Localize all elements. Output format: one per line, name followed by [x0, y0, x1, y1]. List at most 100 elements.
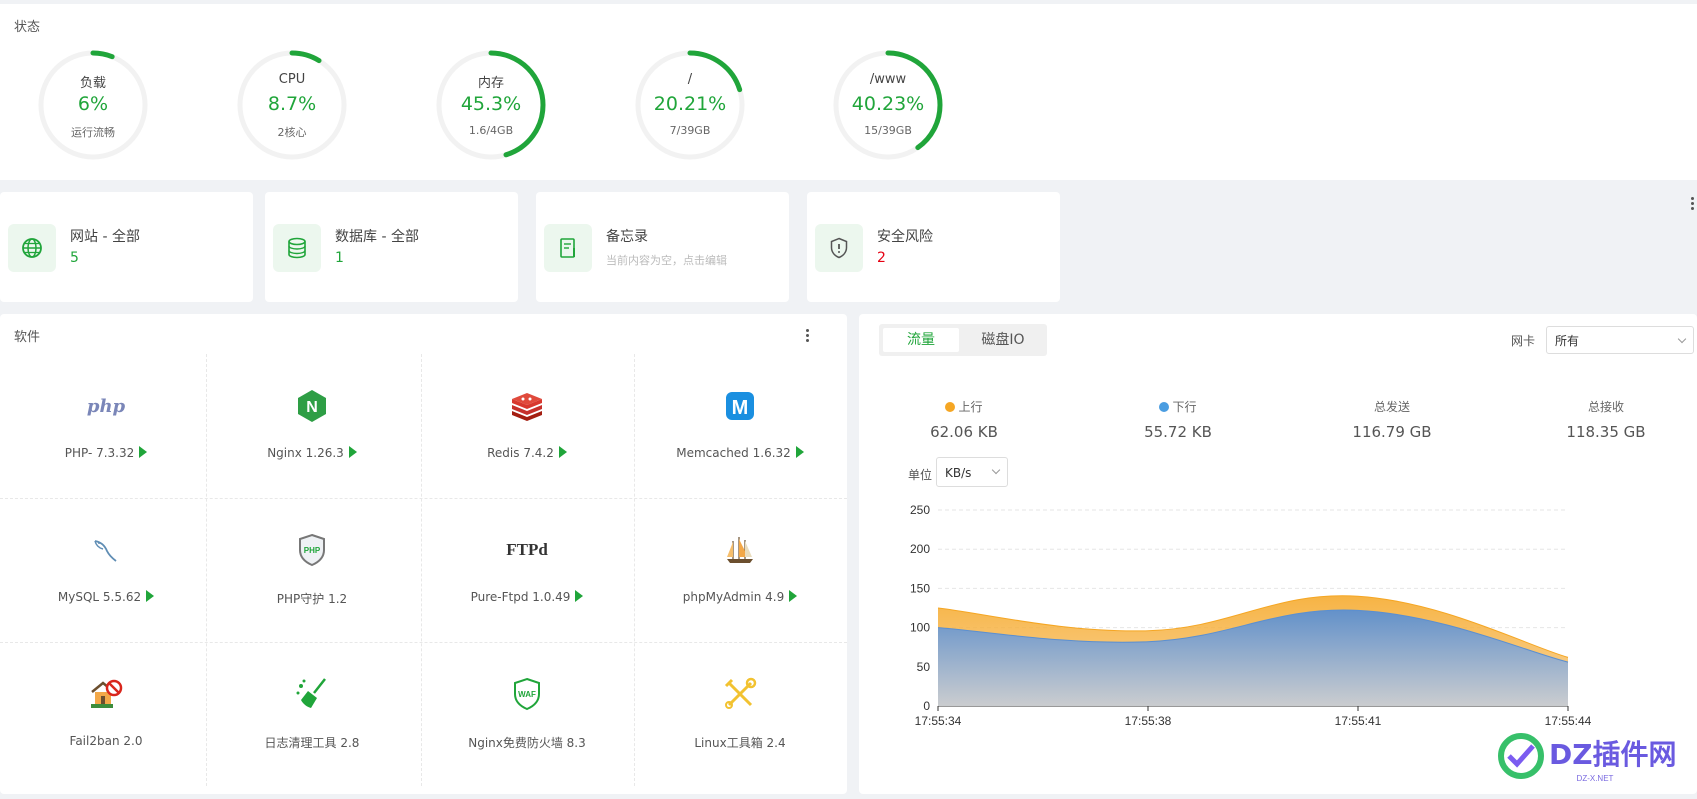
play-icon[interactable] — [789, 590, 798, 602]
traffic-panel: 流量 磁盘IO 网卡 所有 上行 62.06 KB 下行 55.72 KB 总发… — [859, 314, 1697, 794]
phpmyadmin-icon — [634, 530, 846, 570]
software-item[interactable]: FTPd Pure-Ftpd 1.0.49 — [421, 498, 633, 642]
y-tick-label: 0 — [923, 699, 930, 713]
gauge-arc — [833, 50, 943, 160]
gauge-arc — [635, 50, 745, 160]
gauge[interactable]: 负载 6% 运行流畅 — [34, 46, 152, 164]
grid-divider — [0, 642, 847, 643]
series-download-area — [938, 609, 1568, 706]
nginx-icon: N — [206, 386, 418, 426]
software-more-icon[interactable] — [805, 329, 809, 344]
php-guard-icon: PHP — [206, 530, 418, 570]
software-item[interactable]: M Memcached 1.6.32 — [634, 354, 846, 498]
globe-icon — [8, 224, 56, 272]
php-icon: php — [86, 395, 126, 417]
x-tick-label: 17:55:41 — [1335, 714, 1382, 728]
gauge-label: / — [687, 72, 693, 87]
watermark-sub: DZ-X.NET — [1577, 774, 1614, 783]
software-name: Pure-Ftpd 1.0.49 — [470, 590, 571, 604]
stat-total-sent: 总发送 116.79 GB — [1317, 398, 1467, 441]
grid-divider — [634, 354, 635, 786]
gauge-label: /www — [869, 72, 907, 87]
unit-select[interactable]: KB/s — [936, 457, 1008, 487]
grid-divider — [421, 354, 422, 786]
gauge-arc — [237, 50, 347, 160]
overview-value[interactable]: 2 — [877, 250, 886, 266]
gauge-sub: 7/39GB — [669, 124, 711, 137]
software-item[interactable]: phpMyAdmin 4.9 — [634, 498, 846, 642]
software-item[interactable]: Linux工具箱 2.4 — [634, 642, 846, 786]
overview-card-security[interactable]: 安全风险 2 — [807, 192, 1060, 302]
software-item[interactable]: WAF Nginx免费防火墙 8.3 — [421, 642, 633, 786]
tab-disk-io[interactable]: 磁盘IO — [981, 332, 1025, 348]
software-panel: 软件 php PHP- 7.3.32 N Nginx 1.26.3 Redis … — [0, 314, 847, 794]
software-name: Nginx 1.26.3 — [267, 446, 344, 460]
gauge[interactable]: CPU 8.7% 2核心 — [233, 46, 351, 164]
status-title: 状态 — [14, 20, 41, 35]
play-icon[interactable] — [139, 446, 148, 458]
play-icon[interactable] — [575, 590, 584, 602]
upload-dot — [945, 402, 956, 412]
x-tick-label: 17:55:38 — [1125, 714, 1172, 728]
x-tick-label: 17:55:34 — [915, 714, 962, 728]
fail2ban-icon — [0, 674, 212, 714]
traffic-tabs: 流量 磁盘IO — [879, 324, 1047, 356]
play-icon[interactable] — [146, 590, 155, 602]
overview-value[interactable]: 1 — [335, 250, 344, 266]
software-name: Nginx免费防火墙 8.3 — [468, 736, 586, 750]
play-icon[interactable] — [795, 446, 804, 458]
nic-select[interactable]: 所有 — [1546, 326, 1694, 354]
software-name: Redis 7.4.2 — [487, 446, 554, 460]
play-icon[interactable] — [558, 446, 567, 458]
software-name: 日志清理工具 2.8 — [264, 736, 360, 750]
y-tick-label: 50 — [917, 660, 931, 674]
overview-more-icon[interactable] — [1690, 197, 1694, 212]
memo-placeholder[interactable]: 当前内容为空，点击编辑 — [606, 254, 727, 267]
software-item[interactable]: N Nginx 1.26.3 — [206, 354, 418, 498]
gauge[interactable]: / 20.21% 7/39GB — [631, 46, 749, 164]
software-item[interactable]: PHP PHP守护 1.2 — [206, 498, 418, 642]
gauge-ring — [635, 50, 745, 160]
gauge-ring — [237, 50, 347, 160]
software-name: Fail2ban 2.0 — [69, 734, 143, 748]
unit-label: 单位 — [908, 468, 933, 482]
stat-value: 118.35 GB — [1566, 423, 1646, 441]
y-tick-label: 250 — [910, 503, 930, 517]
software-item[interactable]: MySQL 5.5.62 — [0, 498, 212, 642]
y-tick-label: 100 — [910, 621, 930, 635]
chevron-down-icon — [991, 465, 1001, 475]
gauge[interactable]: 内存 45.3% 1.6/4GB — [432, 46, 550, 164]
tab-traffic[interactable]: 流量 — [883, 328, 959, 352]
software-item[interactable]: Redis 7.4.2 — [421, 354, 633, 498]
gauge-ring — [436, 50, 546, 160]
play-icon[interactable] — [348, 446, 357, 458]
gauge-value: 8.7% — [267, 93, 317, 115]
gauge-value: 20.21% — [653, 93, 727, 115]
software-item[interactable]: php PHP- 7.3.32 — [0, 354, 212, 498]
software-name: PHP守护 1.2 — [276, 592, 348, 606]
software-name: phpMyAdmin 4.9 — [682, 590, 785, 604]
software-title: 软件 — [14, 330, 41, 345]
memcached-icon: M — [634, 386, 846, 426]
log-clean-icon — [206, 674, 418, 714]
overview-card-sites[interactable]: 网站 - 全部 5 — [0, 192, 253, 302]
y-tick-label: 150 — [910, 581, 930, 595]
overview-card-databases[interactable]: 数据库 - 全部 1 — [265, 192, 518, 302]
x-tick-label: 17:55:44 — [1545, 714, 1592, 728]
overview-card-memo[interactable]: 备忘录 当前内容为空，点击编辑 — [536, 192, 789, 302]
gauge[interactable]: /www 40.23% 15/39GB — [829, 46, 947, 164]
overview-value[interactable]: 5 — [70, 250, 79, 266]
gauge-value: 40.23% — [851, 93, 925, 115]
gauge-sub: 1.6/4GB — [468, 124, 514, 137]
stat-value: 55.72 KB — [1144, 423, 1212, 441]
overview-title: 网站 - 全部 — [70, 229, 140, 245]
software-item[interactable]: 日志清理工具 2.8 — [206, 642, 418, 786]
gauge-arc — [38, 50, 148, 160]
software-item[interactable]: Fail2ban 2.0 — [0, 642, 212, 786]
stat-upload: 上行 62.06 KB — [889, 398, 1039, 441]
svg-text:N: N — [306, 399, 318, 416]
stat-label: 下行 — [1172, 400, 1197, 414]
download-dot — [1159, 402, 1170, 412]
stat-label: 总接收 — [1587, 400, 1624, 414]
gauge-ring — [38, 50, 148, 160]
